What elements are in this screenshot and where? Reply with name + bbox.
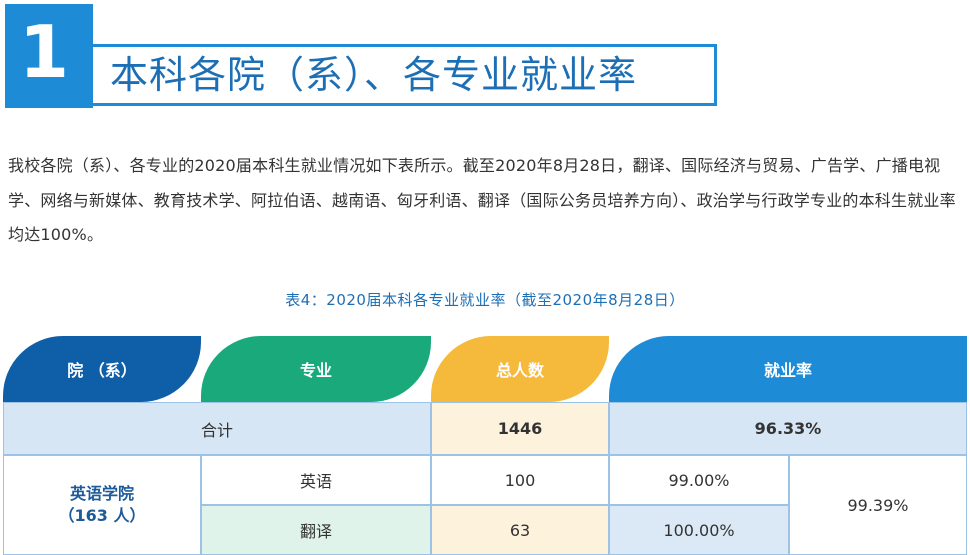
college-name: 英语学院	[69, 484, 134, 503]
college-cell: 英语学院 （163 人）	[3, 455, 201, 555]
section-title: 本科各院（系）、各专业就业率	[110, 53, 638, 97]
total-label-text: 合计	[200, 420, 233, 440]
major-count-cell: 63	[431, 505, 609, 555]
section-title-frame	[92, 44, 717, 106]
college-rate-cell: 99.39%	[789, 455, 967, 555]
major-count-cell: 100	[431, 455, 609, 505]
major-name: 翻译	[299, 522, 332, 541]
total-rate-value: 96.33%	[754, 419, 822, 438]
major-rate-cell: 100.00%	[609, 505, 789, 555]
major-cell: 英语	[201, 455, 431, 505]
major-cell: 翻译	[201, 505, 431, 555]
major-count: 63	[509, 520, 531, 540]
major-rate: 100.00%	[663, 520, 735, 540]
section-number-box	[5, 4, 93, 108]
table-caption: 表4：2020届本科各专业就业率（截至2020年8月28日）	[285, 291, 685, 309]
header-total-count: 总人数	[431, 336, 609, 402]
college-size: （163 人）	[58, 506, 146, 525]
total-count: 1446	[431, 402, 609, 455]
intro-paragraph: 我校各院（系）、各专业的2020届本科生就业情况如下表所示。截至2020年8月2…	[8, 156, 956, 244]
major-count: 100	[504, 470, 536, 490]
header-employment-rate: 就业率	[609, 336, 967, 402]
total-count-value: 1446	[497, 419, 543, 438]
header-major: 专业	[201, 336, 431, 402]
college-rate: 99.39%	[847, 495, 909, 515]
major-rate: 99.00%	[668, 470, 730, 490]
major-rate-cell: 99.00%	[609, 455, 789, 505]
header-college: 院 （系）	[3, 336, 201, 402]
major-name: 英语	[299, 472, 332, 491]
section-number: 1	[18, 10, 70, 94]
total-rate: 96.33%	[609, 402, 967, 455]
total-label: 合计	[3, 402, 431, 455]
